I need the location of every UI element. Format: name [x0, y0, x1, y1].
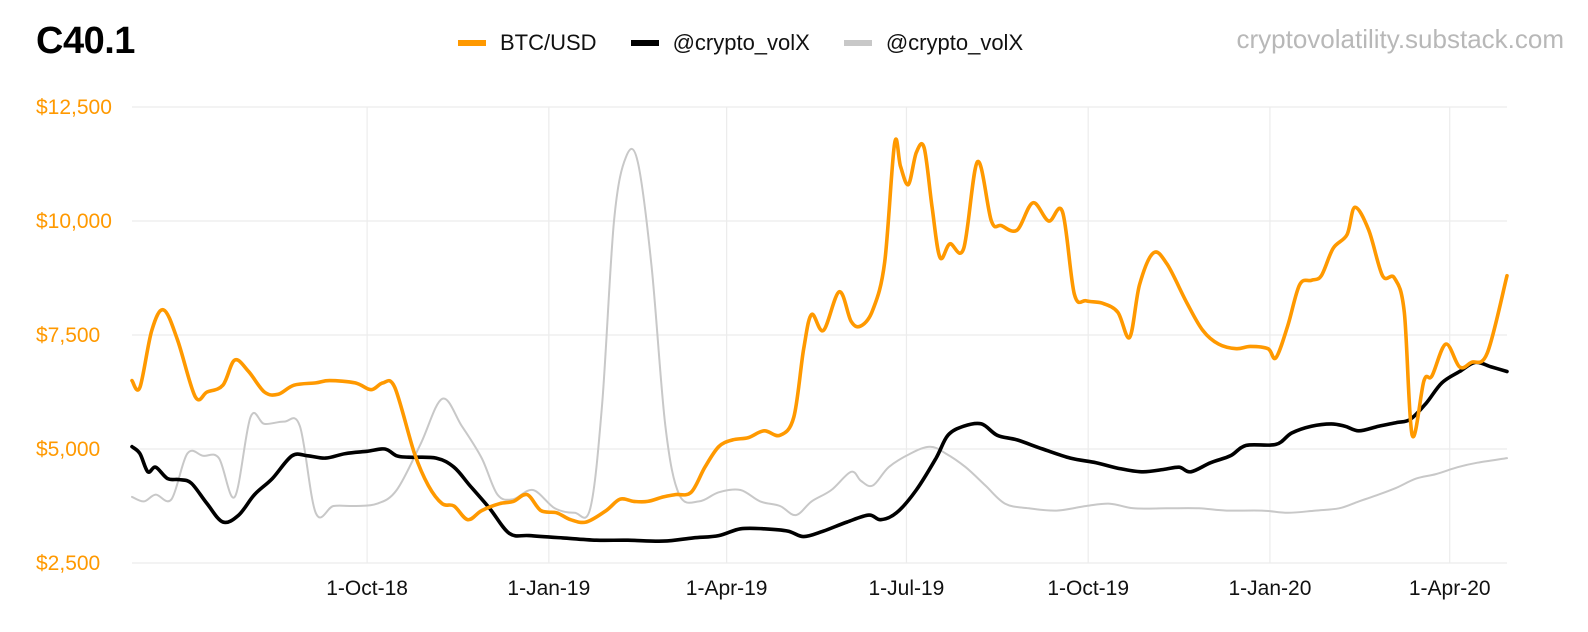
y-tick-label: $7,500 — [36, 324, 100, 347]
y-tick-label: $5,000 — [36, 438, 100, 461]
y-tick-label: $12,500 — [36, 96, 112, 119]
series-line-crypto-volx-grey — [131, 147, 1508, 519]
legend-label-crypto-volx-grey: @crypto_volX — [885, 30, 1024, 55]
x-tick-label: 1-Oct-18 — [326, 577, 408, 600]
x-tick-label: 1-Jul-19 — [868, 577, 944, 600]
axis-layer: $2,500 $5,000 $7,500 $10,000 $12,500 1-Oct-18… — [36, 96, 1491, 600]
series-line-crypto-volx-black — [130, 360, 1509, 543]
x-tick-label: 1-Apr-20 — [1409, 577, 1491, 600]
series-line-btc-usd — [130, 137, 1509, 525]
grid-layer — [132, 106, 1507, 564]
legend-item-crypto-volx-black: @crypto_volX — [630, 30, 810, 56]
legend-swatch-crypto-volx-grey — [843, 40, 872, 46]
x-tick-label: 1-Apr-19 — [686, 577, 768, 600]
legend-swatch-btc-usd — [458, 40, 486, 46]
y-tick-label: $10,000 — [36, 210, 112, 233]
chart-title: C40.1 — [36, 20, 135, 62]
source-credit: cryptovolatility.substack.com — [1236, 24, 1564, 54]
legend-item-crypto-volx-grey: @crypto_volX — [843, 30, 1024, 56]
y-tick-label: $2,500 — [36, 552, 100, 575]
legend-label-crypto-volx-black: @crypto_volX — [672, 30, 810, 55]
x-tick-label: 1-Jan-19 — [507, 577, 590, 600]
x-tick-label: 1-Oct-19 — [1047, 577, 1129, 600]
legend-label-btc-usd: BTC/USD — [500, 30, 597, 55]
series-layer — [130, 137, 1509, 543]
legend: BTC/USD @crypto_volX @crypto_volX — [458, 30, 1057, 56]
legend-item-btc-usd: BTC/USD — [458, 30, 597, 56]
legend-swatch-crypto-volx-black — [630, 40, 659, 46]
x-tick-label: 1-Jan-20 — [1228, 577, 1311, 600]
